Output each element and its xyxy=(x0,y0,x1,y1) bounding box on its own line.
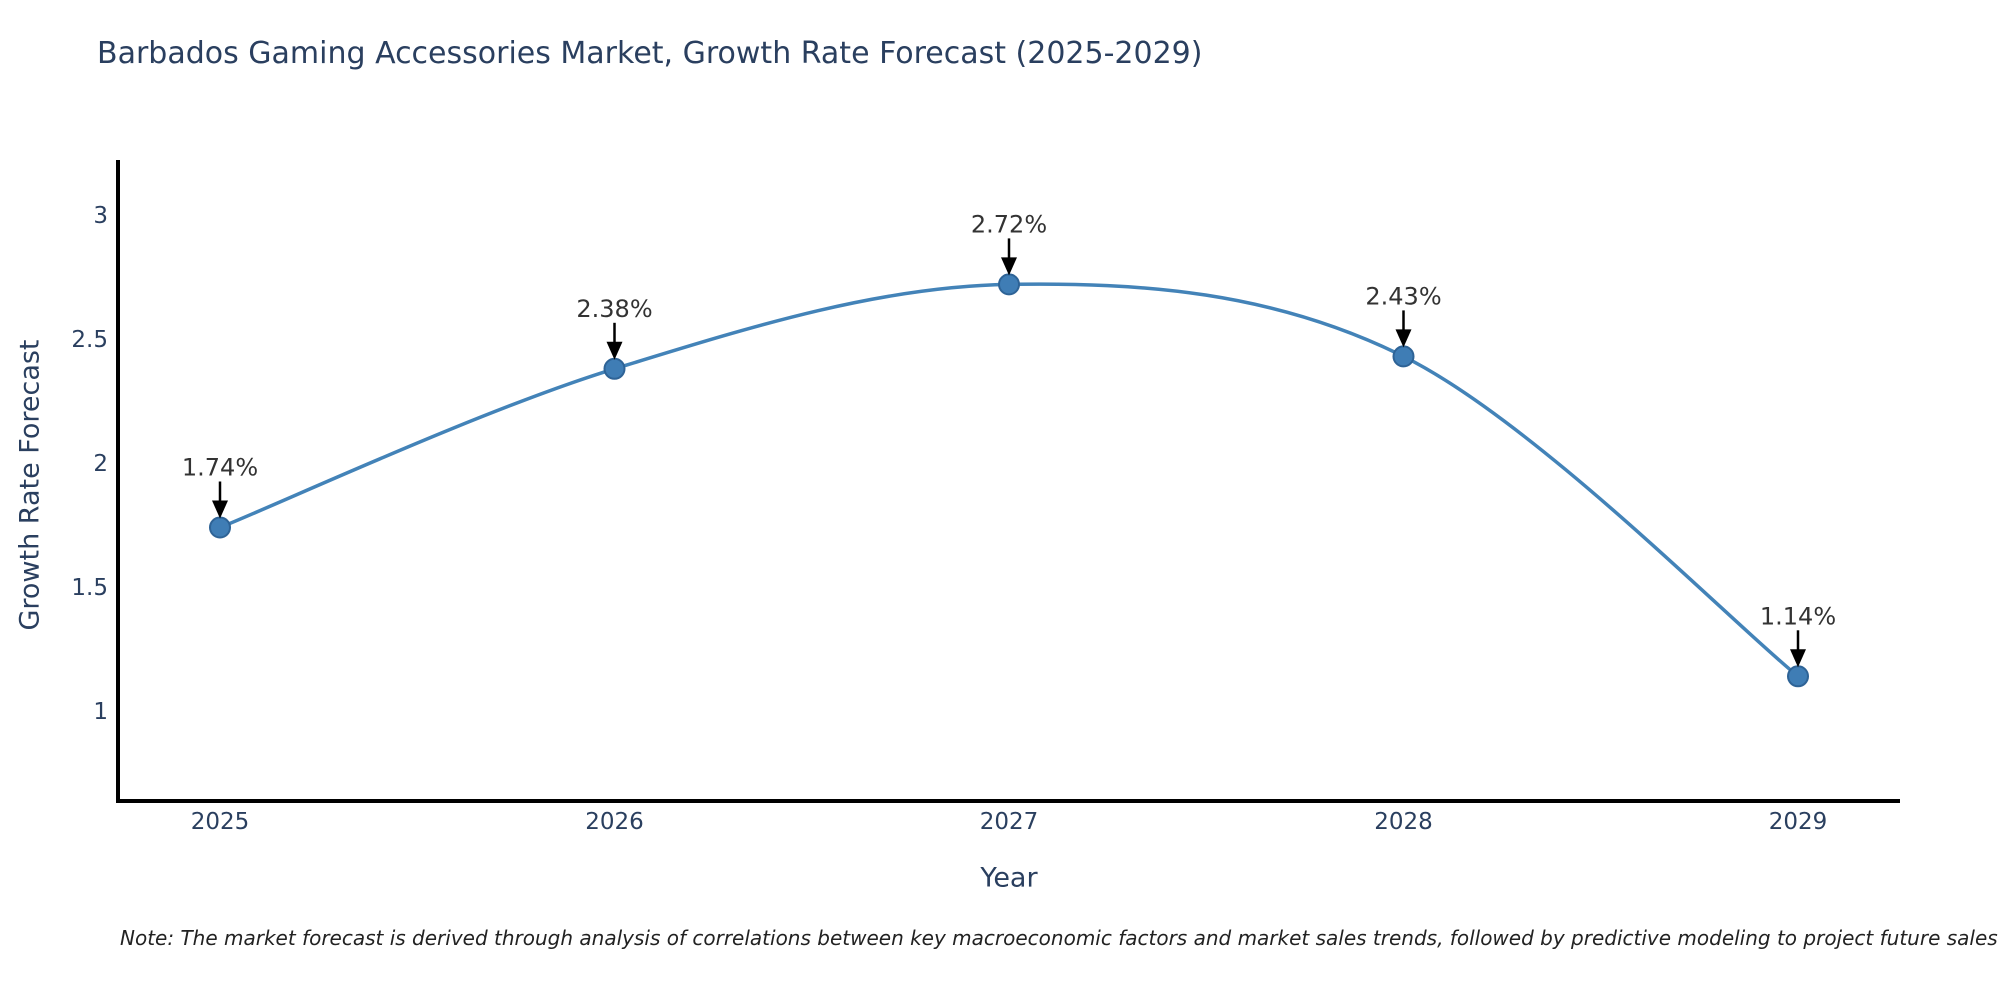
axis-spines xyxy=(116,160,1900,803)
point-annotation-label: 2.43% xyxy=(1365,282,1441,310)
annotation-arrowhead xyxy=(212,500,228,519)
footnote: Note: The market forecast is derived thr… xyxy=(120,926,1998,950)
y-axis-tick-label: 1.5 xyxy=(71,575,108,601)
point-annotation-label: 2.72% xyxy=(971,210,1047,238)
y-axis-tick-label: 1 xyxy=(93,699,108,725)
x-axis-tick-label: 2025 xyxy=(191,809,250,835)
point-annotation-label: 2.38% xyxy=(576,295,652,323)
data-point-marker xyxy=(1787,665,1809,688)
x-axis-title: Year xyxy=(980,862,1038,894)
y-axis-tick-label: 3 xyxy=(93,203,108,229)
annotation-arrowhead xyxy=(1395,329,1412,348)
data-point-marker xyxy=(998,273,1020,296)
point-annotation-label: 1.14% xyxy=(1760,602,1836,630)
chart-title: Barbados Gaming Accessories Market, Grow… xyxy=(97,36,1203,71)
annotation-arrowhead xyxy=(1001,257,1017,276)
data-point-marker xyxy=(209,516,231,539)
annotation-arrowhead xyxy=(1790,649,1806,668)
data-point-marker xyxy=(1392,345,1415,368)
x-axis-tick-label: 2026 xyxy=(585,809,644,835)
y-axis-title: Growth Rate Forecast xyxy=(14,339,46,631)
forecast-line xyxy=(218,282,1800,679)
point-annotation-label: 1.74% xyxy=(182,454,258,482)
x-axis-tick-label: 2028 xyxy=(1374,809,1433,835)
y-axis-tick-label: 2 xyxy=(93,451,108,477)
x-axis-tick-label: 2029 xyxy=(1769,809,1828,835)
annotation-arrowhead xyxy=(606,341,623,360)
data-point-marker xyxy=(603,357,626,380)
x-axis-tick-label: 2027 xyxy=(980,809,1039,835)
y-axis-tick-label: 2.5 xyxy=(71,327,108,353)
